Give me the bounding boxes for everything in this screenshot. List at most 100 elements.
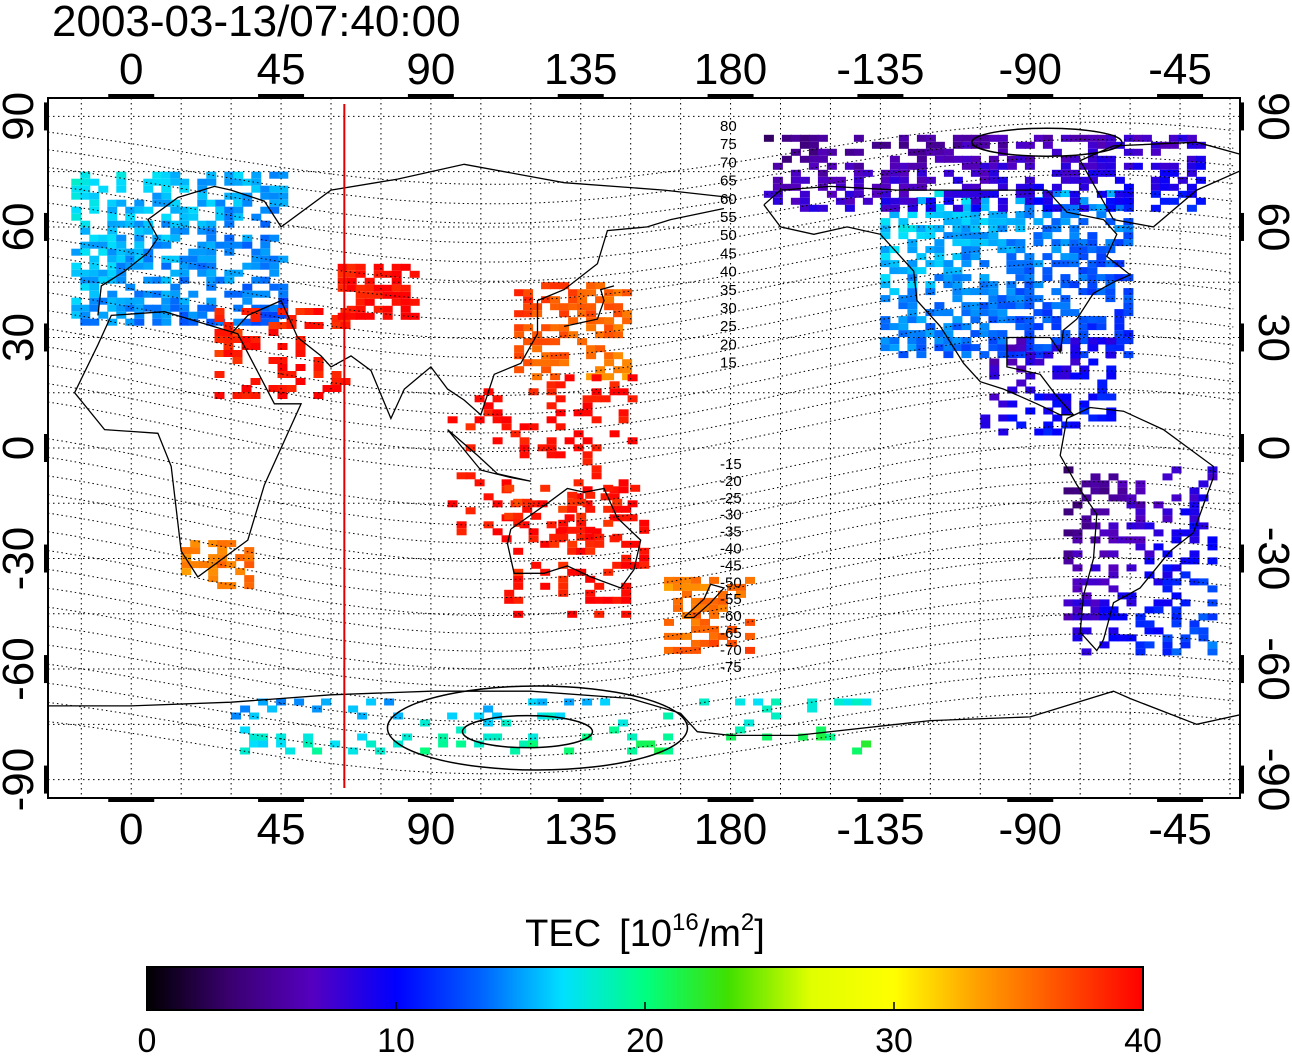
tec-cell xyxy=(1033,323,1044,331)
tec-cell xyxy=(988,176,999,184)
tec-cell xyxy=(1162,508,1173,516)
tec-cell xyxy=(558,582,569,590)
tec-cell xyxy=(1123,309,1134,317)
tec-cell xyxy=(1171,564,1182,572)
tec-cell xyxy=(1114,190,1125,198)
tec-cell xyxy=(564,747,575,755)
tec-cell xyxy=(816,733,827,741)
tec-cell xyxy=(567,568,578,576)
tec-cell xyxy=(1079,372,1090,380)
tec-cell xyxy=(1024,295,1035,303)
tec-cell xyxy=(1051,218,1062,226)
tec-cell xyxy=(501,416,512,424)
tec-cell xyxy=(595,345,606,353)
tec-cell xyxy=(1114,260,1125,268)
tec-cell xyxy=(1042,211,1053,219)
tec-cell xyxy=(1186,134,1197,142)
tec-cell xyxy=(585,589,596,597)
tec-cell xyxy=(808,141,819,149)
tec-cell xyxy=(541,338,552,346)
tec-cell xyxy=(997,239,1008,247)
tec-cell xyxy=(1153,529,1164,537)
tec-cell xyxy=(1033,281,1044,289)
tec-cell xyxy=(880,316,891,324)
tec-cell xyxy=(1060,302,1071,310)
tec-cell xyxy=(1171,613,1182,621)
tec-cell xyxy=(961,190,972,198)
tec-cell xyxy=(1207,613,1218,621)
tec-cell xyxy=(934,148,945,156)
tec-cell xyxy=(952,211,963,219)
tec-cell xyxy=(1207,585,1218,593)
right-latitude-axis: 9060300-30-60-90 xyxy=(1249,92,1292,811)
tec-cell xyxy=(998,428,1009,436)
tec-cell xyxy=(636,740,647,748)
tec-cell xyxy=(514,289,525,297)
tec-cell xyxy=(514,324,525,332)
tec-cell xyxy=(1087,148,1098,156)
tec-cell xyxy=(997,134,1008,142)
tec-cell xyxy=(970,344,981,352)
tec-cell xyxy=(576,533,587,541)
tec-cell xyxy=(1123,302,1134,310)
tec-cell xyxy=(709,632,719,640)
tec-cell xyxy=(1114,330,1125,338)
coastline xyxy=(683,583,726,619)
tec-cell xyxy=(817,176,828,184)
tec-cell xyxy=(555,423,566,431)
tec-cell xyxy=(116,248,127,256)
tec-cell xyxy=(546,416,557,424)
tec-cell xyxy=(107,220,118,228)
tec-cell xyxy=(558,575,569,583)
tec-cell xyxy=(934,246,945,254)
tec-cell xyxy=(997,183,1008,191)
tec-cell xyxy=(1168,169,1179,177)
tec-cell xyxy=(771,712,782,720)
tec-cell xyxy=(1099,508,1110,516)
tec-cell xyxy=(1072,564,1083,572)
tec-cell xyxy=(391,284,402,292)
tec-cell xyxy=(1171,536,1182,544)
tec-cell xyxy=(1024,288,1035,296)
tec-cell xyxy=(1123,351,1134,359)
tec-cell xyxy=(600,698,611,706)
frame-tick xyxy=(1007,797,1054,802)
tec-cell xyxy=(348,747,359,755)
tec-cell xyxy=(1096,288,1107,296)
tec-cell xyxy=(568,303,579,311)
tec-cell xyxy=(71,185,82,193)
tec-cell xyxy=(997,246,1008,254)
tec-cell xyxy=(215,199,226,207)
tec-cell xyxy=(276,698,287,706)
tec-cell xyxy=(285,747,296,755)
tec-cell xyxy=(206,171,217,179)
tec-cell xyxy=(233,213,244,221)
tec-cell xyxy=(107,213,118,221)
tec-cell xyxy=(313,357,324,364)
tec-cell xyxy=(277,364,288,371)
longitude-tick-label: -135 xyxy=(836,45,924,94)
tec-cell xyxy=(961,211,972,219)
tec-cell xyxy=(523,324,534,332)
tec-cell xyxy=(251,276,262,284)
tec-cell xyxy=(1144,550,1155,558)
tec-cell xyxy=(179,185,190,193)
tec-cell xyxy=(1105,344,1116,352)
tec-cell xyxy=(1025,372,1036,380)
tec-cell xyxy=(576,498,587,506)
tec-cell xyxy=(89,318,100,326)
tec-cell xyxy=(528,500,539,508)
tec-cell xyxy=(107,318,118,326)
tec-cell xyxy=(277,357,288,364)
tec-cell xyxy=(1207,473,1218,481)
tec-cell xyxy=(456,726,467,734)
tec-cell xyxy=(224,269,235,277)
tec-cell xyxy=(391,277,402,285)
tec-cell xyxy=(197,248,208,256)
longitude-tick-label: 45 xyxy=(257,45,306,94)
tec-cell xyxy=(1159,197,1170,205)
tec-cell xyxy=(630,540,641,548)
tec-cell xyxy=(1144,606,1155,614)
magnetic-latitude-line xyxy=(48,315,1234,397)
tec-cell xyxy=(952,323,963,331)
